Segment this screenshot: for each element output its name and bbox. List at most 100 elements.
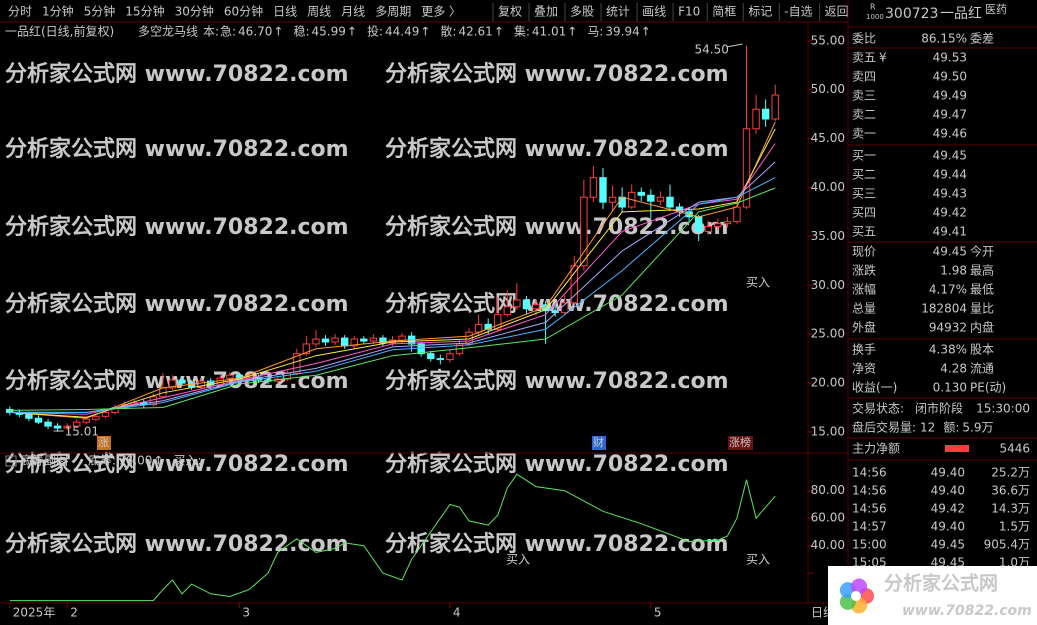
watermark: 分析家公式网 www.70822.com	[385, 61, 729, 87]
period-tab[interactable]: 1分钟	[42, 4, 74, 19]
stat-value: 1.98	[940, 264, 967, 278]
chart-title: 一品红(日线,前复权)	[5, 24, 114, 39]
stat-label: PE(动)	[970, 381, 1006, 395]
candle-body	[551, 310, 559, 314]
stat-value: 4.17%	[929, 283, 967, 297]
legend-value: 39.94	[605, 25, 639, 39]
candle-body	[446, 353, 454, 361]
legend-name: 稳:	[293, 24, 309, 39]
y-tick-label: 45.00	[811, 131, 845, 145]
legend-arrow: ↑	[153, 454, 163, 468]
candle-body	[82, 418, 91, 423]
ask-label: 卖三	[852, 89, 876, 103]
watermark: 分析家公式网 www.70822.com	[385, 214, 729, 240]
candle-body	[25, 413, 33, 419]
candle-body	[637, 191, 645, 196]
logo-name: 分析家公式网	[884, 572, 998, 595]
tick-time: 14:57	[852, 520, 887, 534]
toolbar-button[interactable]: 叠加	[534, 5, 558, 19]
chart-title: 底筹副图	[20, 453, 68, 468]
candle-body	[513, 299, 521, 308]
toolbar-button[interactable]: 多股	[570, 5, 594, 19]
expand-icon	[5, 455, 17, 467]
stat-label: 总量	[852, 302, 876, 316]
period-tab[interactable]: 60分钟	[224, 4, 263, 19]
period-tab[interactable]: 分时	[8, 5, 32, 19]
badge: 1000	[866, 13, 884, 21]
candle-body	[761, 108, 770, 120]
tick-price: 49.40	[931, 520, 965, 534]
period-tab[interactable]: 15分钟	[125, 4, 164, 19]
period-tab[interactable]: 更多 〉	[421, 5, 461, 19]
bid-label: 买五	[852, 225, 876, 239]
candle-body	[723, 221, 732, 225]
candle-body	[350, 338, 358, 347]
candle-body	[34, 417, 43, 423]
tick-time: 15:00	[852, 538, 887, 552]
toolbar-button[interactable]: 简框	[712, 5, 736, 19]
tick-price: 49.40	[931, 484, 965, 498]
candle-body	[53, 425, 62, 429]
bid-label: 买四	[852, 206, 876, 220]
candle-body	[714, 223, 722, 228]
value: 86.15%	[921, 32, 967, 46]
candle-body	[44, 421, 52, 427]
period-tab[interactable]: 5分钟	[84, 4, 116, 19]
candle-body	[742, 128, 751, 208]
toolbar-button[interactable]: 画线	[642, 5, 666, 19]
watermark: 分析家公式网 www.70822.com	[5, 136, 349, 162]
candle-body	[580, 196, 588, 267]
toolbar-button[interactable]: -自选	[784, 5, 812, 19]
legend-arrow: ↑	[567, 25, 577, 39]
toolbar-button[interactable]: F10	[678, 5, 700, 19]
ask-price: 49.47	[933, 108, 967, 122]
candle-body	[752, 108, 760, 130]
stat-label: 涨跌	[852, 263, 876, 278]
period-tab[interactable]: 多周期	[375, 5, 411, 19]
y-tick-label: 20.00	[811, 376, 845, 390]
ask-price: 49.50	[933, 70, 967, 84]
tick-time: 14:56	[852, 484, 887, 498]
legend-name: 马:	[587, 25, 603, 39]
watermark: 分析家公式网 www.70822.com	[385, 368, 729, 394]
candle-body	[618, 196, 626, 208]
watermark: 分析家公式网 www.70822.com	[5, 214, 349, 240]
candle-body	[207, 380, 215, 386]
status-time: 15:30:00	[976, 402, 1030, 416]
toolbar-button[interactable]: 统计	[606, 5, 630, 19]
stat-value: 182804	[921, 302, 967, 316]
flow-bar	[945, 445, 969, 452]
watermark: 分析家公式网 www.70822.com	[385, 451, 729, 477]
stat-label: 外盘	[852, 320, 876, 335]
period-tab[interactable]: 月线	[341, 5, 365, 19]
candle-body	[369, 337, 378, 342]
bid-label: 买三	[852, 187, 876, 201]
candle-body	[417, 343, 425, 355]
period-tab[interactable]: 日线	[273, 5, 297, 19]
legend-arrow: ↑	[347, 25, 357, 39]
candle-body	[302, 343, 311, 355]
tick-time: 14:56	[852, 466, 887, 480]
candle-body	[532, 304, 540, 310]
stat-label: 现价	[852, 245, 876, 259]
low-label: 15.01	[65, 425, 99, 439]
tick-volume: 1.5万	[999, 520, 1030, 534]
y-tick-label: 15.00	[811, 424, 845, 438]
candle-body	[398, 335, 406, 341]
indicator-line	[9, 121, 776, 419]
x-tick-label: 2025年	[13, 606, 56, 620]
legend-value: 41.01	[532, 25, 566, 39]
toolbar-button[interactable]: 返回	[825, 5, 849, 19]
y-tick-label: 80.00	[811, 483, 845, 497]
legend-arrow: ↑	[420, 25, 430, 39]
toolbar-button[interactable]: 标记	[748, 5, 772, 19]
period-tab[interactable]: 30分钟	[175, 4, 214, 19]
label: 委差	[970, 32, 994, 46]
candle-body	[427, 353, 435, 360]
indicator-line	[9, 187, 776, 411]
toolbar-button[interactable]: 复权	[498, 5, 522, 19]
bid-price: 49.42	[933, 206, 967, 220]
period-tab[interactable]: 周线	[307, 5, 331, 19]
